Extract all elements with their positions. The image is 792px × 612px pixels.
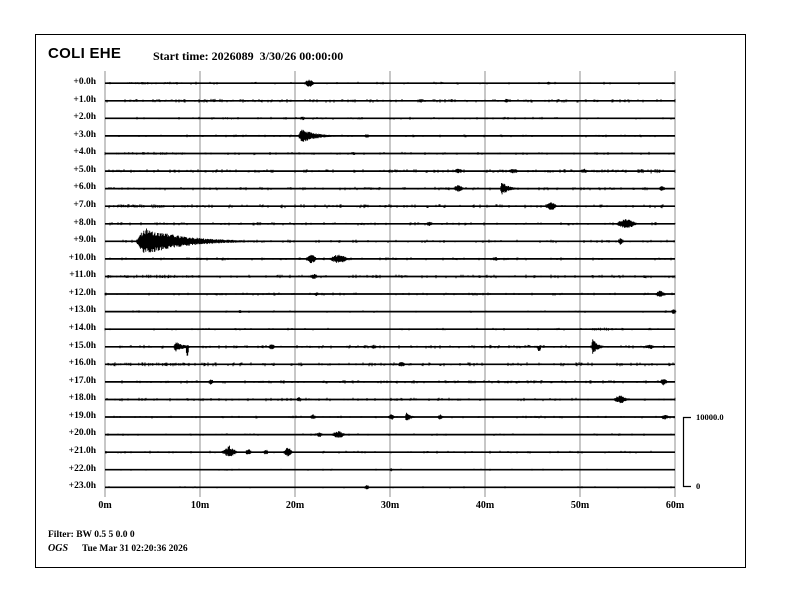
- start-time-label: Start time: 2026089 3/30/26 00:00:00: [153, 49, 344, 63]
- trace-row: [105, 431, 675, 438]
- hour-label: +1.0h: [73, 94, 96, 105]
- trace-row: [105, 485, 675, 490]
- hour-label: +22.0h: [68, 463, 96, 474]
- hour-label: +0.0h: [73, 77, 96, 87]
- hour-label: +4.0h: [73, 147, 96, 158]
- x-tick-label: 30m: [380, 500, 400, 511]
- trace-row: [104, 151, 675, 156]
- trace-row: [105, 445, 675, 457]
- trace-waveform: [109, 254, 672, 264]
- render-timestamp: Tue Mar 31 02:20:36 2026: [82, 544, 188, 554]
- trace-row: [105, 129, 675, 142]
- hour-label: +19.0h: [68, 410, 96, 421]
- trace-waveform: [108, 309, 677, 314]
- trace-waveform: [106, 98, 676, 103]
- x-tick-label: 60m: [665, 500, 685, 511]
- trace-waveform: [108, 168, 676, 174]
- scale-bottom-label: 0: [696, 481, 701, 491]
- agency-label: OGS: [48, 543, 69, 554]
- trace-waveform: [106, 395, 676, 404]
- hour-label: +15.0h: [68, 340, 96, 351]
- trace-row: [105, 379, 675, 386]
- hour-label: +21.0h: [68, 446, 96, 456]
- hour-label: +6.0h: [73, 182, 96, 193]
- trace-waveform: [107, 202, 664, 210]
- hour-label: +17.0h: [68, 375, 96, 386]
- trace-waveform: [108, 183, 667, 195]
- trace-row: [105, 395, 676, 404]
- trace-row: [105, 309, 677, 314]
- trace-row: [105, 362, 675, 367]
- x-tick-label: 20m: [285, 500, 305, 511]
- trace-waveform: [107, 431, 673, 438]
- trace-row: [105, 219, 676, 228]
- trace-row: [105, 202, 675, 210]
- hour-label: +7.0h: [73, 200, 96, 210]
- x-tick-label: 40m: [475, 500, 495, 511]
- trace-row: [104, 290, 675, 297]
- hour-label: +3.0h: [73, 129, 96, 140]
- trace-row: [105, 116, 675, 121]
- trace-row: [105, 228, 675, 253]
- x-tick-label: 0m: [98, 500, 112, 511]
- credit-line: OGS Tue Mar 31 02:20:36 2026: [48, 544, 188, 555]
- trace-waveform: [121, 379, 668, 386]
- trace-waveform: [105, 445, 652, 457]
- hour-label: +16.0h: [68, 358, 96, 369]
- trace-row: [105, 168, 676, 174]
- plot-border: [35, 34, 746, 568]
- gridlines: [104, 71, 676, 497]
- trace-row: [105, 183, 675, 195]
- scale-top-label: 10000.0: [696, 412, 724, 422]
- station-name: COLI EHE: [48, 45, 122, 62]
- hour-label: +12.0h: [68, 287, 96, 298]
- hour-label: +8.0h: [73, 217, 96, 228]
- trace-waveform: [107, 362, 674, 367]
- trace-row: [105, 468, 675, 472]
- trace-row: [105, 79, 675, 87]
- filter-label: Filter: BW 0.5 5 0.0 0: [48, 530, 135, 540]
- trace-row: [105, 412, 675, 421]
- hour-label: +20.0h: [68, 428, 96, 439]
- trace-waveform: [105, 228, 675, 253]
- hour-label: +11.0h: [69, 270, 96, 281]
- scale-bracket: [682, 416, 691, 488]
- trace-row: [105, 274, 676, 279]
- hour-label: +13.0h: [68, 305, 96, 316]
- hour-label: +14.0h: [68, 323, 96, 333]
- hour-label: +5.0h: [73, 164, 96, 175]
- trace-row: [105, 339, 675, 356]
- trace-row: [104, 327, 675, 331]
- trace-waveform: [109, 219, 676, 228]
- trace-waveform: [113, 412, 675, 421]
- trace-waveform: [119, 339, 665, 356]
- trace-waveform: [104, 327, 659, 331]
- x-tick-label: 50m: [570, 500, 590, 511]
- trace-row: [105, 98, 676, 103]
- hour-label: +10.0h: [68, 252, 96, 263]
- trace-waveform: [107, 274, 676, 279]
- trace-waveform: [104, 290, 674, 297]
- trace-waveform: [118, 129, 669, 142]
- trace-row: [105, 254, 675, 264]
- trace-waveform: [104, 151, 675, 156]
- hour-label: +2.0h: [73, 112, 96, 123]
- hour-label: +9.0h: [73, 235, 96, 246]
- hour-label: +18.0h: [68, 393, 96, 404]
- trace-waveform: [126, 116, 674, 121]
- trace-waveform: [120, 468, 608, 472]
- hour-label: +23.0h: [68, 481, 96, 492]
- trace-waveform: [108, 485, 672, 490]
- x-tick-label: 10m: [190, 500, 210, 511]
- trace-waveform: [107, 79, 674, 87]
